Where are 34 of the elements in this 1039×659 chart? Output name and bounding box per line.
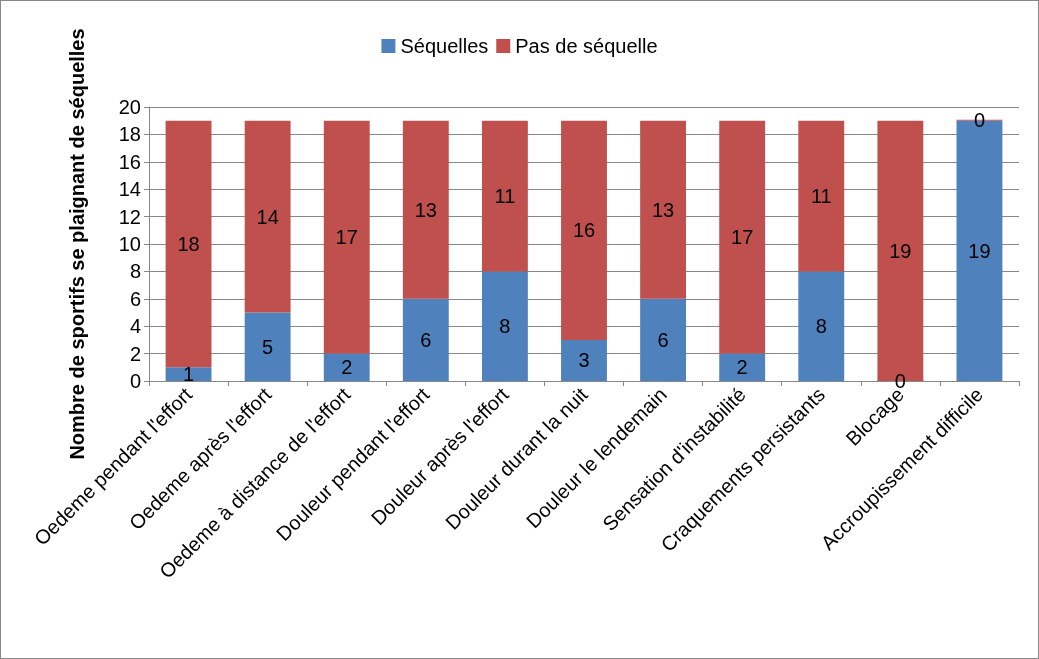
y-tick-label: 18 [118,123,141,146]
data-label: 18 [177,233,200,255]
data-label: 2 [341,356,353,379]
data-label: 1 [182,363,195,386]
data-label: 8 [815,315,827,338]
data-label: 11 [494,185,516,208]
data-label: 3 [578,349,590,372]
y-tick-label: 10 [118,233,141,255]
y-tick-label: 12 [118,205,141,228]
data-label: 5 [262,335,274,358]
legend-label: Séquelles [400,35,489,57]
data-label: 8 [499,315,511,338]
y-tick-label: 8 [129,260,141,283]
data-label: 13 [414,198,437,221]
y-axis-title: Nombre de sportifs se plaignant de séquelles [66,28,88,460]
data-label: 17 [731,226,754,249]
y-tick-label: 20 [118,96,141,118]
y-tick-label: 6 [129,287,141,310]
data-label: 17 [335,226,358,249]
data-label: 2 [736,356,748,379]
data-label: 14 [256,205,279,228]
data-label: 6 [657,328,669,351]
legend-label: Pas de séquelle [515,35,658,57]
y-tick-label: 2 [129,342,141,365]
data-label: 11 [810,185,832,208]
data-label: 19 [889,239,912,262]
y-tick-label: 16 [118,150,141,173]
data-label: 16 [572,219,596,242]
data-label: 6 [420,328,432,351]
data-label: 13 [651,198,675,221]
data-label: 19 [968,239,991,262]
y-tick-label: 14 [118,178,141,201]
y-tick-label: 4 [129,315,141,338]
y-tick-label: 0 [129,370,141,392]
